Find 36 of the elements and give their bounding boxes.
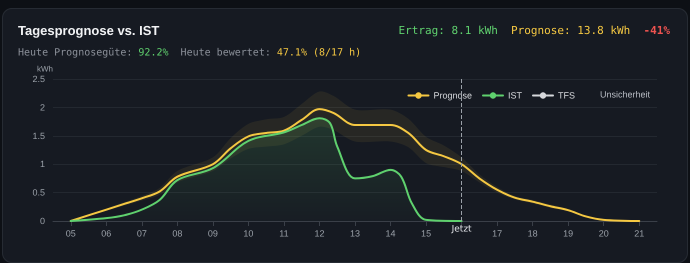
- text: -41%: [644, 24, 670, 37]
- x-tick-label: 10: [243, 228, 254, 238]
- chart-title: Tagesprognose vs. IST: [18, 23, 160, 38]
- text: 47.1% (8/17 h): [276, 48, 362, 58]
- y-tick-label: 0: [40, 216, 45, 226]
- x-tick-label: 13: [350, 228, 360, 238]
- x-tick-label: 12: [314, 228, 324, 238]
- y-tick-label: 1: [40, 159, 45, 170]
- x-tick-label: 07: [136, 228, 147, 238]
- x-tick-label: 08: [172, 228, 182, 238]
- y-tick-label: 1.5: [32, 130, 45, 141]
- legend-label: TFS: [558, 90, 575, 100]
- x-tick-label: 21: [634, 228, 644, 238]
- x-tick-label: 05: [66, 228, 76, 238]
- legend-label: Prognose: [433, 90, 472, 100]
- text: 92.2%: [138, 48, 169, 58]
- x-tick-label: 15: [421, 228, 432, 238]
- x-tick-label: 20: [598, 228, 609, 238]
- y-tick-label: 2: [40, 102, 45, 112]
- ref-line-label: Jetzt: [450, 224, 472, 234]
- x-tick-label: 19: [563, 228, 574, 238]
- y-tick-label: 2.5: [32, 74, 45, 84]
- x-tick-label: 09: [208, 228, 218, 238]
- x-tick-label: 14: [386, 228, 396, 238]
- x-tick-label: 06: [101, 228, 112, 238]
- annotation: Unsicherheit: [600, 90, 650, 100]
- y-tick-label: 0.5: [32, 188, 45, 198]
- text: Ertrag: 8.1 kWh: [398, 24, 498, 37]
- x-tick-label: 18: [528, 228, 538, 238]
- y-axis-title: kWh: [37, 64, 53, 74]
- x-tick-label: 17: [492, 228, 502, 238]
- text: Heute Prognosegüte:: [18, 48, 132, 58]
- x-tick-label: 11: [279, 228, 289, 238]
- text: Prognose: 13.8 kWh: [511, 24, 630, 37]
- legend-label: IST: [508, 90, 523, 100]
- text: Heute bewertet:: [180, 48, 271, 58]
